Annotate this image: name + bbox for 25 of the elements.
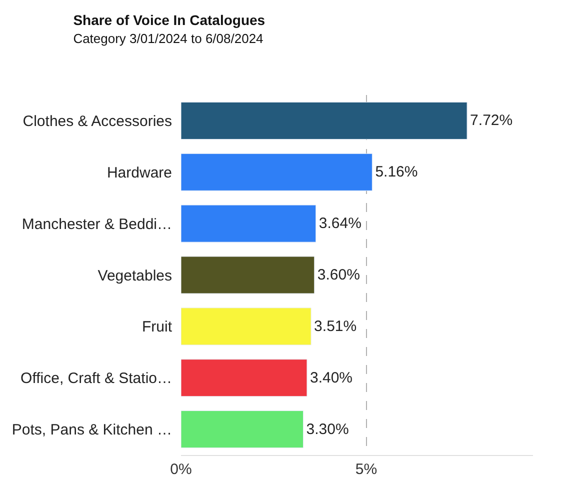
y-tick-label: Manchester & Beddi… [22,216,172,233]
data-label: 3.40% [310,369,353,386]
bar [181,204,316,242]
data-label: 3.60% [317,266,360,284]
bar [181,410,304,448]
y-tick-label: Vegetables [98,267,172,284]
bar [181,256,315,294]
y-tick-label: Office, Craft & Statio… [20,370,172,388]
data-label: 7.72% [470,112,513,130]
bar [181,153,372,191]
bar [181,359,308,397]
chart-title: Share of Voice In Catalogues [73,12,266,28]
y-tick-label: Clothes & Accessories [22,112,172,130]
y-tick-label: Pots, Pans & Kitchen … [12,422,172,439]
bar [181,308,312,346]
data-label: 3.51% [314,318,357,335]
chart-subtitle: Category 3/01/2024 to 6/08/2024 [73,30,264,46]
x-tick-label: 0% [170,461,192,478]
data-label: 5.16% [375,164,418,181]
x-tick-label: 5% [355,461,378,478]
y-tick-label: Fruit [142,318,173,336]
bar [181,102,468,140]
y-tick-label: Hardware [106,164,172,182]
data-label: 3.64% [318,215,362,232]
data-label: 3.30% [306,420,349,438]
